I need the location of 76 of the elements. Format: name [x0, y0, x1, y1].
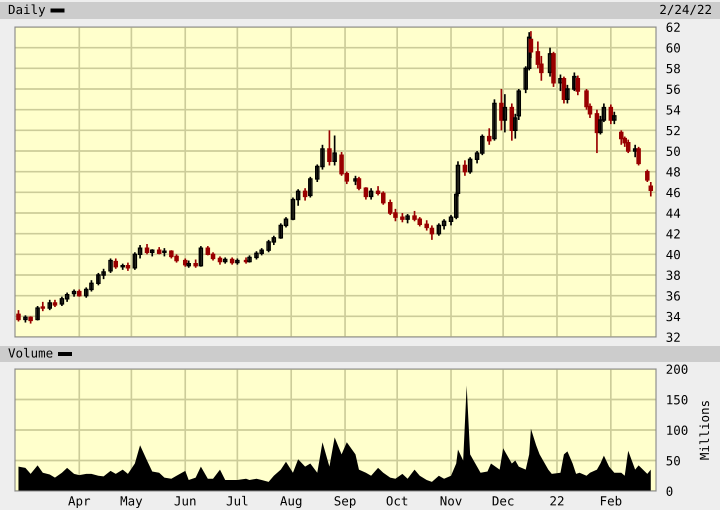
x-tick-label: Apr	[68, 496, 90, 508]
y-tick-label: 150	[667, 395, 688, 404]
y-tick-label: 48	[666, 167, 680, 177]
candlestick	[565, 84, 570, 104]
candlestick	[608, 104, 614, 125]
x-tick-label: Jul	[226, 496, 248, 506]
candlestick	[40, 301, 46, 312]
candlestick	[356, 176, 362, 192]
candlestick	[468, 156, 472, 175]
candlestick	[492, 98, 497, 142]
y-axis-title: Millions	[699, 401, 710, 460]
candlestick	[368, 187, 374, 200]
y-tick-label: 52	[666, 126, 680, 136]
candlestick	[548, 46, 552, 78]
candlestick	[558, 74, 563, 92]
chart-title: Daily	[8, 4, 46, 17]
y-tick-label: 46	[666, 188, 680, 198]
y-tick-label: 50	[666, 146, 680, 156]
candlestick	[302, 187, 308, 202]
x-tick-label: Sep	[334, 496, 356, 508]
x-tick-label: Oct	[386, 496, 408, 506]
candlestick	[636, 146, 641, 166]
candlestick	[424, 219, 429, 232]
candlestick	[35, 305, 40, 322]
candlestick	[16, 309, 21, 322]
candlestick	[645, 168, 650, 183]
y-tick-label: 100	[667, 426, 688, 435]
candlestick	[47, 298, 52, 311]
chart-title: Volume	[8, 348, 52, 358]
y-tick-label: 58	[666, 64, 680, 74]
candlestick	[308, 176, 313, 198]
candlestick	[648, 181, 654, 198]
y-tick-label: 38	[666, 270, 680, 280]
y-tick-label: 32	[666, 332, 680, 342]
x-tick-label: Dec	[492, 496, 514, 506]
candlestick	[400, 212, 405, 224]
y-tick-label: 36	[666, 291, 680, 301]
y-tick-label: 60	[666, 43, 680, 53]
candlestick	[327, 130, 332, 166]
y-tick-label: 44	[666, 208, 680, 218]
candlestick	[626, 138, 630, 154]
x-tick-label: May	[120, 496, 142, 508]
candlestick	[612, 110, 617, 125]
candlestick	[108, 258, 113, 274]
y-tick-label: 50	[666, 456, 680, 466]
x-tick-label: 22	[550, 496, 564, 506]
candlestick	[632, 144, 638, 158]
y-tick-label: 34	[666, 312, 680, 322]
x-tick-label: Nov	[440, 496, 462, 506]
y-tick-label: 42	[666, 229, 680, 238]
text: 2/24/22	[660, 4, 711, 16]
y-tick-label: 56	[666, 84, 680, 94]
x-tick-label: Aug	[280, 496, 302, 508]
candlestick	[198, 245, 204, 268]
candlestick	[576, 74, 580, 96]
candlestick	[332, 134, 337, 166]
y-tick-label: 40	[666, 250, 680, 260]
candlestick	[405, 213, 410, 224]
candlestick	[364, 186, 368, 200]
candlestick	[528, 30, 534, 59]
candlestick	[462, 159, 468, 177]
candlestick	[502, 93, 508, 134]
candlestick	[430, 224, 434, 241]
y-tick-label: 0	[666, 486, 672, 496]
x-tick-label: Feb	[600, 496, 622, 506]
candlestick	[113, 258, 118, 270]
y-tick-label: 62	[666, 22, 680, 32]
x-tick-label: Jun	[174, 496, 196, 506]
candlestick	[486, 127, 492, 146]
candlestick	[572, 72, 577, 92]
candlestick	[619, 130, 624, 146]
y-tick-label: 54	[666, 105, 680, 115]
candlestick	[144, 243, 150, 256]
candlestick	[353, 174, 358, 186]
candlestick	[562, 76, 566, 104]
y-tick-label: 200	[666, 364, 688, 374]
